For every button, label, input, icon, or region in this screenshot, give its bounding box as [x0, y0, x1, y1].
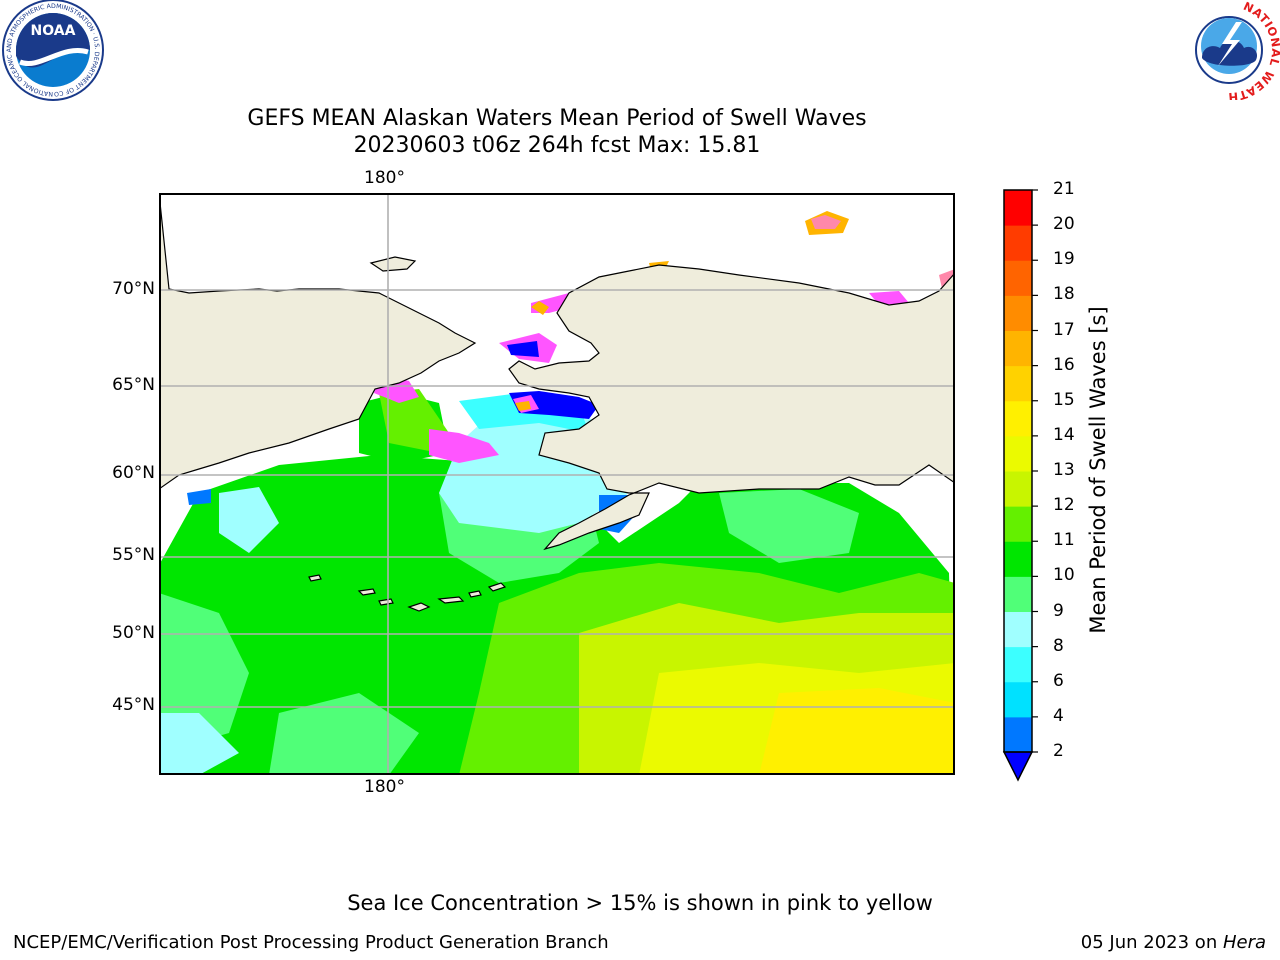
- map-plot: [159, 193, 955, 775]
- colorbar-bin: [1004, 190, 1032, 226]
- colorbar-bin: [1004, 330, 1032, 367]
- colorbar-bin: [1004, 471, 1032, 507]
- colorbar-tick-label: 17: [1053, 319, 1075, 340]
- colorbar-tick-label: 8: [1053, 635, 1064, 656]
- colorbar-label: Mean Period of Swell Waves [s]: [1086, 306, 1110, 634]
- colorbar-bin: [1004, 400, 1032, 437]
- colorbar-tick-label: 16: [1053, 354, 1075, 375]
- lat-label-60: 60°N: [112, 463, 155, 483]
- colorbar: [1002, 189, 1038, 782]
- svg-text:NOAA: NOAA: [31, 23, 76, 39]
- lat-label-65: 65°N: [112, 375, 155, 395]
- sea-ice: [187, 211, 954, 505]
- colorbar-bin: [1004, 506, 1032, 542]
- colorbar-bin: [1004, 435, 1032, 472]
- footer-host: Hera: [1222, 932, 1266, 953]
- lon-label-bottom: 180°: [364, 777, 405, 797]
- colorbar-tick-label: 15: [1053, 389, 1075, 410]
- colorbar-tick-label: 20: [1053, 214, 1075, 235]
- lat-label-45: 45°N: [112, 695, 155, 715]
- footer-date-text: 05 Jun 2023 on: [1080, 932, 1223, 953]
- lon-label-top: 180°: [364, 168, 405, 188]
- nws-logo: NATIONAL WEATHER SERVICE: [1178, 0, 1280, 100]
- chart-title: GEFS MEAN Alaskan Waters Mean Period of …: [247, 106, 867, 131]
- colorbar-tick-label: 6: [1053, 670, 1064, 691]
- colorbar-tick-label: 14: [1053, 424, 1075, 445]
- colorbar-tick-label: 12: [1053, 495, 1075, 516]
- colorbar-bin: [1004, 611, 1032, 648]
- colorbar-bin: [1004, 260, 1032, 296]
- colorbar-bin: [1004, 576, 1032, 612]
- colorbar-bin: [1004, 716, 1032, 753]
- colorbar-tick-label: 9: [1053, 600, 1064, 621]
- lat-label-50: 50°N: [112, 623, 155, 643]
- footer-credit: NCEP/EMC/Verification Post Processing Pr…: [13, 932, 609, 953]
- map-frame: [159, 193, 955, 775]
- colorbar-tick-label: 10: [1053, 565, 1075, 586]
- colorbar-tick-label: 2: [1053, 741, 1064, 761]
- chart-subtitle: 20230603 t06z 264h fcst Max: 15.81: [353, 133, 761, 158]
- gridlines: [160, 194, 954, 774]
- colorbar-bin: [1004, 225, 1032, 261]
- noaa-logo: NATIONAL OCEANIC AND ATMOSPHERIC ADMINIS…: [0, 0, 104, 101]
- colorbar-extend: [1002, 751, 1034, 782]
- colorbar-bin: [1004, 681, 1032, 718]
- colorbar-tick-label: 18: [1053, 284, 1075, 305]
- colorbar-tick-label: 21: [1053, 179, 1075, 199]
- footer-date: 05 Jun 2023 on Hera: [1081, 932, 1266, 953]
- colorbar-bin: [1004, 541, 1032, 577]
- colorbar-tick-label: 4: [1053, 705, 1064, 726]
- colorbar-bin: [1004, 295, 1032, 331]
- colorbar-bin: [1004, 365, 1032, 402]
- lat-label-70: 70°N: [112, 279, 155, 299]
- colorbar-tick-label: 13: [1053, 460, 1075, 480]
- swell-field: [160, 389, 954, 774]
- colorbar-tick-label: 11: [1053, 530, 1075, 551]
- colorbar-tick-label: 19: [1053, 249, 1075, 270]
- lat-label-55: 55°N: [112, 545, 155, 565]
- sea-ice-note: Sea Ice Concentration > 15% is shown in …: [347, 891, 933, 915]
- colorbar-bin: [1004, 646, 1032, 683]
